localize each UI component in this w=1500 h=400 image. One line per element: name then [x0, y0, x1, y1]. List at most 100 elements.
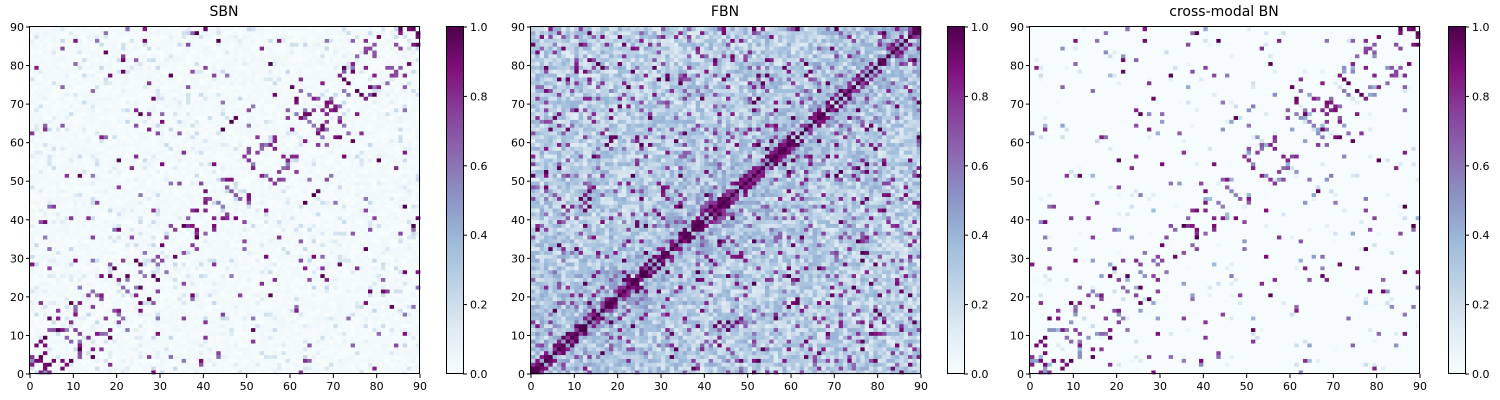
- heatmap-cell: [121, 350, 126, 356]
- heatmap-cell: [90, 177, 96, 182]
- heatmap-cell: [394, 169, 399, 174]
- heatmap-cell: [212, 177, 217, 182]
- heatmap-cell: [298, 242, 304, 248]
- heatmap-cell: [34, 358, 40, 363]
- heatmap-cell: [259, 169, 265, 174]
- heatmap-cell: [99, 246, 105, 251]
- heatmap-cell: [298, 192, 304, 197]
- heatmap-cell: [264, 215, 269, 221]
- heatmap-cell: [285, 331, 291, 336]
- heatmap-cell: [203, 181, 209, 186]
- heatmap-cell: [103, 219, 109, 224]
- heatmap-cell: [320, 358, 326, 363]
- heatmap-cell: [281, 242, 287, 248]
- heatmap-cell: [69, 370, 74, 375]
- heatmap-cell: [355, 200, 360, 205]
- heatmap-cell: [324, 185, 330, 190]
- heatmap-cell: [346, 185, 352, 190]
- heatmap-cell: [363, 370, 369, 375]
- heatmap-cell: [90, 188, 96, 194]
- heatmap-cell: [99, 277, 105, 282]
- heatmap-cell: [38, 308, 44, 313]
- heatmap-cell: [56, 304, 61, 309]
- heatmap-cell: [329, 181, 334, 186]
- heatmap-cell: [155, 212, 161, 217]
- heatmap-cell: [134, 296, 139, 302]
- heatmap-cell: [103, 316, 109, 321]
- heatmap-cell: [207, 181, 213, 186]
- heatmap-cell: [86, 296, 92, 302]
- heatmap-cell: [125, 343, 131, 348]
- heatmap-cell: [307, 370, 313, 375]
- heatmap-cell: [246, 208, 252, 213]
- heatmap-cell: [368, 254, 373, 259]
- heatmap-cell: [415, 200, 421, 205]
- heatmap-cell: [402, 327, 408, 332]
- heatmap-cell: [268, 161, 274, 167]
- heatmap-cell: [363, 312, 369, 317]
- heatmap-cell: [151, 227, 157, 232]
- heatmap-cell: [290, 339, 295, 344]
- heatmap-cell: [112, 293, 118, 298]
- heatmap-cell: [381, 327, 386, 332]
- heatmap-cell: [246, 204, 252, 209]
- heatmap-cell: [168, 296, 174, 302]
- heatmap-cell: [199, 192, 204, 197]
- heatmap-cell: [363, 181, 369, 186]
- heatmap-cell: [407, 208, 412, 213]
- heatmap-cell: [259, 165, 265, 171]
- heatmap-cell: [415, 312, 421, 317]
- heatmap-cell: [38, 289, 44, 294]
- heatmap-cell: [77, 339, 83, 344]
- heatmap-cell: [220, 362, 226, 367]
- heatmap-cell: [264, 231, 269, 236]
- heatmap-cell: [99, 192, 105, 197]
- heatmap-cell: [116, 266, 122, 271]
- heatmap-cell: [415, 370, 421, 375]
- heatmap-cell: [73, 158, 79, 163]
- heatmap-cell: [138, 192, 144, 197]
- heatmap-cell: [268, 316, 274, 321]
- heatmap-cell: [246, 285, 252, 290]
- heatmap-cell: [125, 200, 131, 205]
- heatmap-cell: [216, 188, 222, 194]
- heatmap-cell: [251, 181, 256, 186]
- heatmap-cell: [103, 169, 109, 174]
- heatmap-cell: [359, 312, 365, 317]
- heatmap-cell: [350, 354, 356, 359]
- heatmap-cell: [229, 227, 235, 232]
- heatmap-cell: [125, 258, 131, 263]
- heatmap-cell: [264, 185, 269, 190]
- heatmap-cell: [272, 285, 278, 290]
- heatmap-cell: [199, 312, 204, 317]
- heatmap-cell: [173, 293, 178, 298]
- heatmap-cell: [402, 188, 408, 194]
- heatmap-cell: [398, 350, 404, 356]
- heatmap-cell: [311, 266, 317, 271]
- heatmap-cell: [134, 323, 139, 329]
- heatmap-cell: [363, 358, 369, 363]
- heatmap-cell: [212, 354, 217, 359]
- heatmap-cell: [207, 358, 213, 363]
- heatmap-cell: [277, 173, 282, 178]
- heatmap-cell: [90, 277, 96, 282]
- heatmap-cell: [268, 281, 274, 286]
- heatmap-cell: [277, 304, 282, 309]
- heatmap-cell: [316, 358, 321, 363]
- heatmap-cell: [147, 158, 152, 163]
- heatmap-cell: [381, 358, 386, 363]
- heatmap-cell: [376, 312, 382, 317]
- heatmap-cell: [95, 204, 100, 209]
- heatmap-cell: [34, 158, 40, 163]
- heatmap-cell: [394, 262, 399, 267]
- heatmap-cell: [398, 370, 404, 375]
- heatmap-cell: [372, 250, 378, 255]
- heatmap-cell: [64, 165, 70, 171]
- heatmap-cell: [363, 327, 369, 332]
- heatmap-cell: [311, 316, 317, 321]
- heatmap-cell: [220, 331, 226, 336]
- heatmap-cell: [125, 181, 131, 186]
- heatmap-cell: [307, 169, 313, 174]
- heatmap-cell: [394, 227, 399, 232]
- heatmap-cell: [134, 327, 139, 332]
